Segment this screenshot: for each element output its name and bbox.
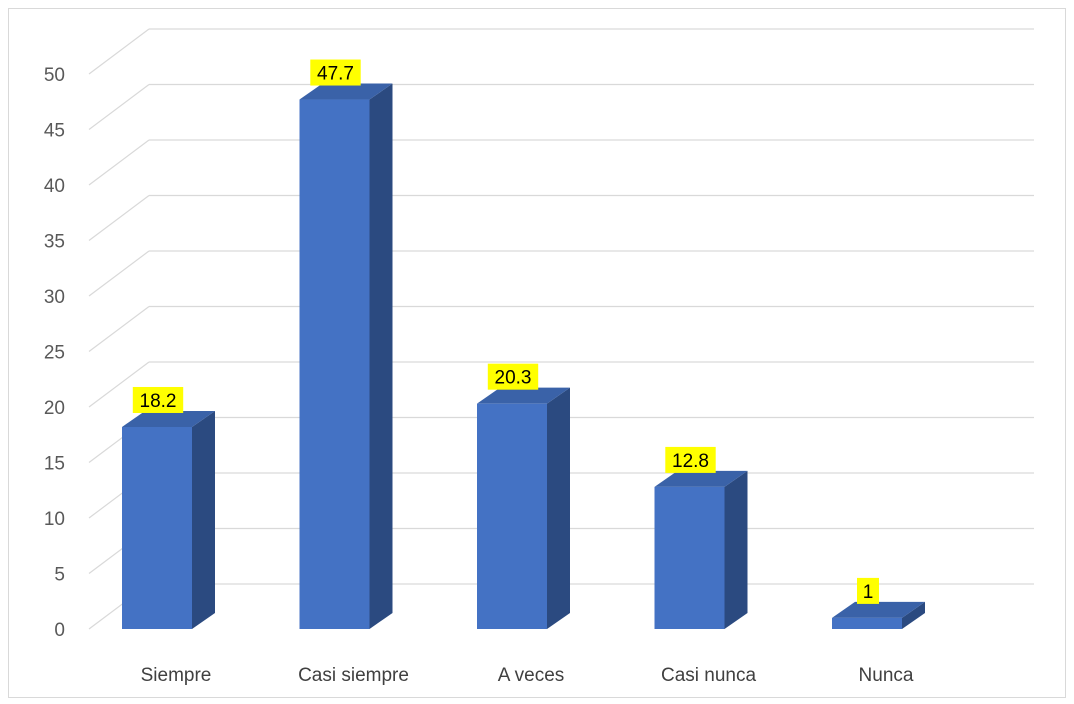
y-tick-label: 30 bbox=[44, 287, 65, 308]
data-label: 1 bbox=[857, 577, 879, 604]
y-tick-label: 50 bbox=[44, 65, 65, 86]
bar bbox=[654, 470, 748, 629]
y-tick-label: 45 bbox=[44, 121, 65, 142]
gridline bbox=[88, 305, 1034, 352]
y-tick-label: 5 bbox=[54, 565, 65, 586]
bar bbox=[299, 83, 393, 629]
y-tick-label: 25 bbox=[44, 343, 65, 364]
y-tick-label: 35 bbox=[44, 232, 65, 253]
data-label: 20.3 bbox=[487, 363, 539, 390]
svg-text:18.2: 18.2 bbox=[140, 391, 177, 412]
gridline bbox=[88, 83, 1034, 130]
y-tick-label: 10 bbox=[44, 509, 65, 530]
bar bbox=[832, 601, 925, 629]
x-tick-label: A veces bbox=[498, 665, 565, 686]
y-tick-label: 20 bbox=[44, 398, 65, 419]
data-label: 18.2 bbox=[132, 386, 184, 413]
svg-text:20.3: 20.3 bbox=[495, 368, 532, 389]
y-tick-label: 40 bbox=[44, 176, 65, 197]
gridline bbox=[88, 194, 1034, 241]
x-tick-label: Casi nunca bbox=[661, 665, 756, 686]
data-label: 47.7 bbox=[310, 59, 361, 86]
y-tick-label: 0 bbox=[54, 620, 65, 641]
bars bbox=[122, 83, 925, 629]
y-axis: 0 5 10 15 20 25 30 35 40 45 50 bbox=[44, 65, 65, 641]
data-labels: 18.2 47.7 20.3 12.8 1 bbox=[132, 59, 879, 604]
svg-text:12.8: 12.8 bbox=[672, 451, 709, 472]
bar bbox=[122, 410, 215, 629]
chart-frame: 0 5 10 15 20 25 30 35 40 45 50 18.2 47.7 20.3 12.8 1 S… bbox=[8, 8, 1066, 698]
bar-chart: 0 5 10 15 20 25 30 35 40 45 50 18.2 47.7 20.3 12.8 1 S… bbox=[44, 28, 1034, 686]
x-axis: Siempre Casi siempre A veces Casi nunca Nunc… bbox=[141, 665, 914, 686]
x-tick-label: Nunca bbox=[859, 665, 914, 686]
gridline bbox=[88, 250, 1034, 297]
gridlines bbox=[88, 28, 1034, 630]
bar bbox=[477, 387, 570, 629]
x-tick-label: Casi siempre bbox=[298, 665, 409, 686]
svg-text:47.7: 47.7 bbox=[317, 64, 354, 85]
x-tick-label: Siempre bbox=[141, 665, 212, 686]
gridline bbox=[88, 361, 1034, 408]
gridline bbox=[88, 139, 1034, 186]
svg-text:1: 1 bbox=[863, 582, 874, 603]
data-label: 12.8 bbox=[665, 446, 716, 473]
y-tick-label: 15 bbox=[44, 454, 65, 475]
gridline bbox=[88, 28, 1034, 75]
